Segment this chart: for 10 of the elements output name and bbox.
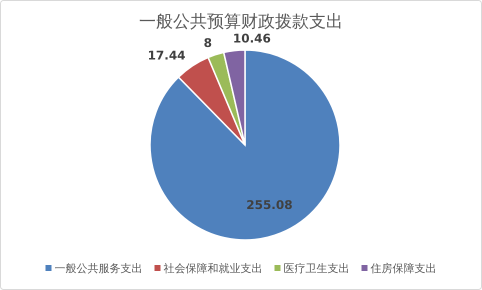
legend-label: 一般公共服务支出	[54, 262, 142, 275]
data-label: 10.46	[232, 31, 271, 46]
chart-title: 一般公共预算财政拨款支出	[139, 12, 343, 32]
data-label: 8	[204, 36, 212, 50]
legend-label: 社会保障和就业支出	[164, 262, 262, 275]
data-label: 17.44	[148, 48, 186, 63]
legend-label: 住房保障支出	[370, 262, 436, 275]
legend-label: 医疗卫生支出	[284, 262, 350, 275]
data-label: 255.08	[246, 198, 293, 212]
pie-slice	[149, 49, 341, 241]
